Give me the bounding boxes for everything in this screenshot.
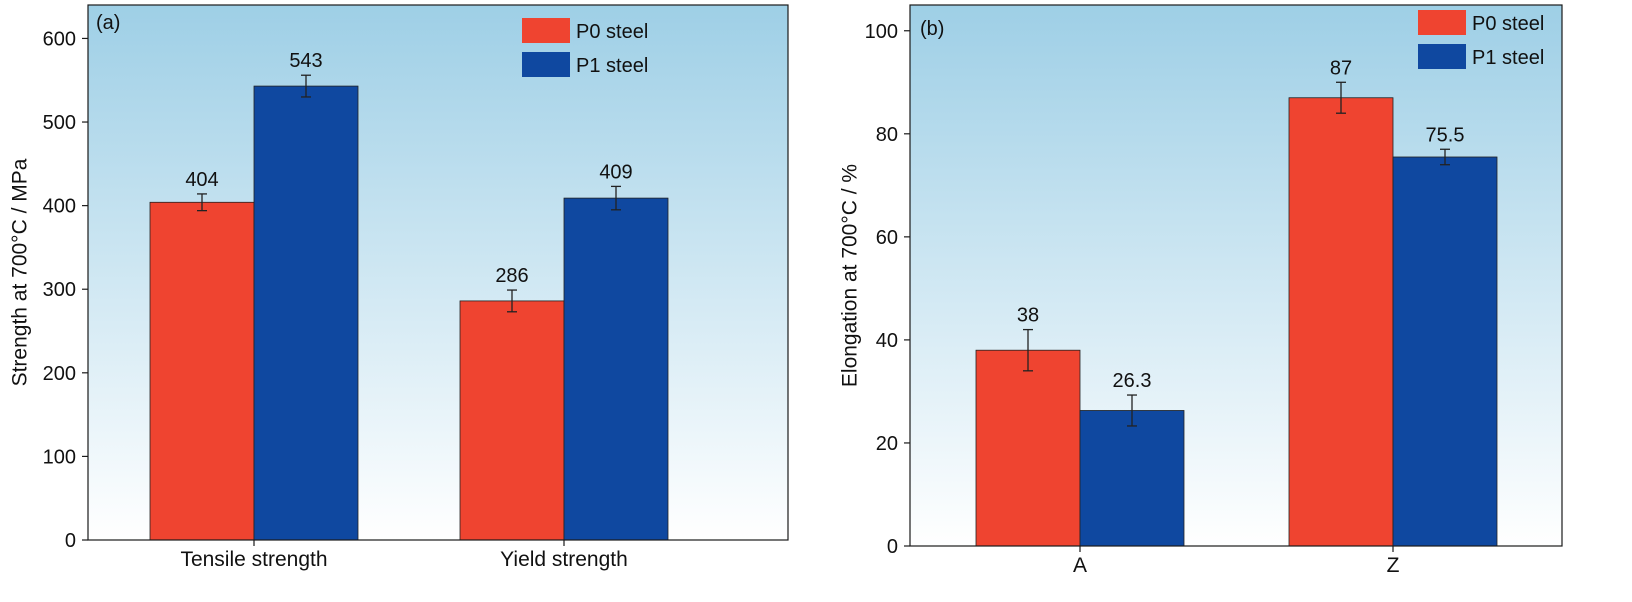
y-tick-label: 0 [65,530,76,552]
bar-p1-steel-a [1079,410,1185,547]
error-bar-p1-steel-tensile-strength [301,74,311,98]
bar-p1-steel-z [1392,156,1498,547]
error-bar-p0-steel-z [1336,81,1346,114]
data-label-p1-steel-tensile-strength: 543 [289,50,322,72]
bar-p0-steel-a [975,349,1081,547]
y-axis-label: Strength at 700°C / MPa [9,158,32,386]
x-tick-label-yield-strength: Yield strength [500,548,628,571]
axes-frame [909,4,1563,547]
bar-p0-steel-z [1288,97,1394,547]
y-tick-label: 200 [43,363,76,385]
data-label-p0-steel-z: 87 [1330,57,1352,79]
error-bar-p0-steel-tensile-strength [197,193,207,212]
x-tick-label-z: Z [1387,554,1400,577]
legend-label-p0-steel: P0 steel [1472,13,1544,35]
y-tick-label: 20 [876,433,898,455]
bar-p0-steel-tensile-strength [149,201,255,541]
x-tick-label-a: A [1073,554,1087,577]
data-label-p1-steel-a: 26.3 [1113,370,1152,392]
error-bar-p1-steel-a [1127,394,1137,427]
y-tick-label: 300 [43,279,76,301]
legend-swatch-p1-steel [522,52,570,77]
legend: P0 steel P1 steel [522,18,648,77]
chart-panel-b: 38 87 26.3 75.5 0 20 40 60 80 100 A Z Elongation at … [839,4,1563,577]
y-tick-label: 100 [865,21,898,43]
error-bar-p1-steel-yield-strength [611,185,621,211]
bar-p0-steel-yield-strength [459,300,565,541]
data-label-p1-steel-yield-strength: 409 [599,161,632,183]
legend-swatch-p0-steel [522,18,570,43]
data-label-p0-steel-a: 38 [1017,305,1039,327]
y-tick-label: 80 [876,124,898,146]
legend-label-p1-steel: P1 steel [576,55,648,77]
y-tick-label: 0 [887,536,898,558]
legend-label-p0-steel: P0 steel [576,21,648,43]
legend-swatch-p0-steel [1418,10,1466,35]
panel-label: (a) [96,12,120,34]
y-tick-label: 500 [43,112,76,134]
bar-p1-steel-tensile-strength [253,85,359,541]
y-tick-label: 400 [43,196,76,218]
legend: P0 steel P1 steel [1418,10,1544,69]
y-axis-label: Elongation at 700°C / % [839,164,862,387]
chart-panel-a: 404 286 543 409 0 100 200 300 400 500 600 Tensile s… [9,4,789,571]
y-tick-label: 100 [43,446,76,468]
data-label-p1-steel-z: 75.5 [1426,124,1465,146]
y-tick-label: 600 [43,28,76,50]
error-bar-p1-steel-z [1440,148,1450,166]
error-bar-p0-steel-a [1023,328,1033,372]
y-tick-label: 60 [876,227,898,249]
legend-swatch-p1-steel [1418,44,1466,69]
bar-p1-steel-yield-strength [563,197,669,541]
x-tick-label-tensile-strength: Tensile strength [180,548,327,571]
panel-label: (b) [920,18,944,40]
data-label-p0-steel-tensile-strength: 404 [185,169,218,191]
data-label-p0-steel-yield-strength: 286 [495,265,528,287]
error-bar-p0-steel-yield-strength [507,289,517,313]
legend-label-p1-steel: P1 steel [1472,47,1544,69]
axes-frame [87,4,789,541]
y-tick-label: 40 [876,330,898,352]
